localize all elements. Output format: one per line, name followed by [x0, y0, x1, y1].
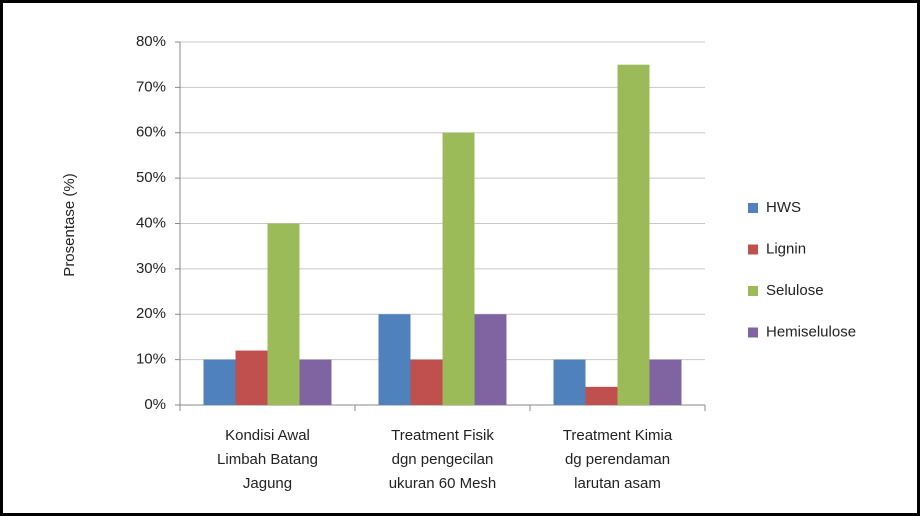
- legend-label: Selulose: [766, 282, 824, 299]
- x-tick-label: Kondisi Awal: [225, 427, 310, 444]
- legend-swatch: [748, 203, 758, 213]
- bar: [442, 132, 475, 405]
- x-tick-label: Treatment Fisik: [391, 427, 494, 444]
- legend-swatch: [748, 327, 758, 338]
- bar: [267, 223, 300, 405]
- y-tick-label: 40%: [136, 214, 166, 231]
- legend-label: Lignin: [766, 240, 806, 257]
- y-tick-label: 70%: [136, 78, 166, 95]
- bar: [299, 359, 332, 405]
- bar: [553, 359, 586, 405]
- bar: [378, 314, 411, 405]
- bar: [617, 64, 650, 405]
- y-tick-label: 80%: [136, 33, 166, 50]
- x-tick-label: ukuran 60 Mesh: [389, 475, 497, 492]
- y-axis-title: Prosentase (%): [61, 173, 78, 276]
- y-tick-label: 0%: [144, 396, 166, 413]
- x-tick-label: Treatment Kimia: [563, 427, 673, 444]
- legend-label: HWS: [766, 199, 801, 216]
- x-tick-label: larutan asam: [574, 475, 661, 492]
- y-tick-label: 60%: [136, 124, 166, 141]
- y-tick-label: 50%: [136, 169, 166, 186]
- y-tick-label: 30%: [136, 260, 166, 277]
- y-tick-label: 20%: [136, 305, 166, 322]
- x-tick-label: Jagung: [243, 475, 292, 492]
- x-tick-label: dg perendaman: [565, 451, 670, 468]
- bar: [203, 359, 236, 405]
- x-tick-label: Limbah Batang: [217, 451, 318, 468]
- y-tick-label: 10%: [136, 351, 166, 368]
- x-tick-label: dgn pengecilan: [392, 451, 494, 468]
- bar: [474, 314, 507, 405]
- legend-swatch: [748, 244, 758, 255]
- legend-label: Hemiselulose: [766, 323, 856, 340]
- legend-swatch: [748, 286, 758, 296]
- bar: [410, 359, 443, 405]
- bar: [235, 350, 268, 405]
- bar: [585, 386, 618, 405]
- bar: [649, 359, 682, 405]
